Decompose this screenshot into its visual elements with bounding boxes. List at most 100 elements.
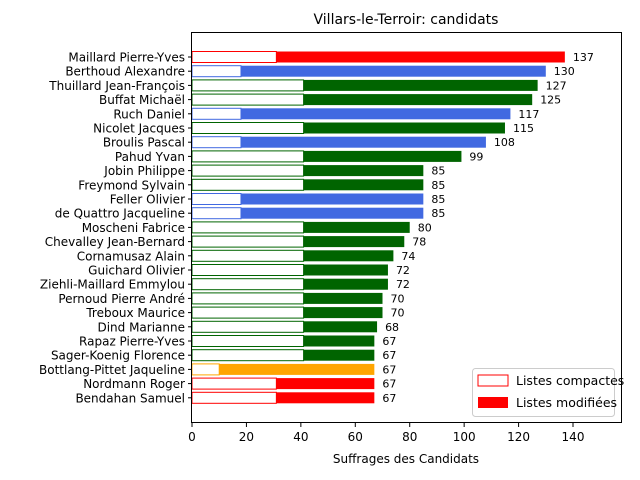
y-tick-label: Nicolet Jacques — [93, 122, 185, 136]
bar-modified — [303, 335, 375, 347]
x-tick-label: 60 — [348, 430, 363, 444]
y-tick-label: Freymond Sylvain — [78, 178, 185, 192]
data-label: 67 — [382, 335, 396, 348]
bar-modified — [303, 221, 410, 233]
bar-modified — [303, 150, 462, 162]
y-tick-label: Moscheni Fabrice — [82, 221, 185, 235]
bar-compact — [191, 349, 305, 362]
x-axis-label: Suffrages des Candidats — [333, 452, 479, 466]
y-tick-label: Broulis Pascal — [103, 136, 185, 150]
data-label: 99 — [469, 150, 483, 163]
x-tick-label: 80 — [402, 430, 417, 444]
bar-compact — [191, 193, 242, 205]
bar-compact — [191, 178, 305, 191]
bar-modified — [303, 94, 533, 106]
data-label: 67 — [382, 349, 396, 362]
bars-group: 1371301271251171151089985858585807874727… — [191, 51, 594, 405]
y-tick-label: Nordmann Roger — [83, 377, 185, 391]
data-label: 68 — [385, 321, 399, 334]
bar-compact — [191, 363, 220, 376]
bar-modified — [240, 108, 511, 120]
x-tick-label: 140 — [562, 430, 585, 444]
data-label: 67 — [382, 392, 396, 405]
data-label: 67 — [382, 363, 396, 376]
data-label: 115 — [513, 122, 534, 135]
chart-title: Villars-le-Terroir: candidats — [314, 12, 499, 28]
bar-compact — [191, 93, 305, 106]
y-tick-label: Jobin Philippe — [103, 164, 185, 178]
bar-modified — [303, 122, 505, 134]
bar-modified — [240, 207, 424, 219]
bar-compact — [191, 249, 305, 262]
data-label: 127 — [546, 79, 567, 92]
bar-modified — [303, 264, 388, 276]
bar-compact — [191, 164, 305, 177]
bar-compact — [191, 264, 305, 276]
bar-compact — [191, 335, 305, 347]
y-tick-label: Cornamusaz Alain — [77, 249, 185, 263]
bar-modified — [276, 378, 375, 390]
bar-modified — [303, 292, 383, 304]
bar-compact — [191, 292, 305, 305]
bar-compact — [191, 391, 277, 404]
x-tick-label: 100 — [453, 430, 476, 444]
bar-compact — [191, 51, 277, 63]
legend: Listes compactes Listes modifiées — [472, 368, 624, 417]
bar-modified — [240, 65, 546, 77]
bar-modified — [276, 392, 375, 404]
y-tick-label: Bendahan Samuel — [75, 391, 185, 405]
y-tick-label: Bottlang-Pittet Jaqueline — [39, 363, 185, 377]
y-tick-label: Ziehli-Maillard Emmylou — [40, 278, 185, 292]
y-tick-label: Chevalley Jean-Bernard — [45, 235, 185, 249]
data-label: 70 — [391, 292, 405, 305]
bar-modified — [303, 321, 378, 333]
y-tick-label: Sager-Koenig Florence — [51, 349, 185, 363]
plot-frame — [191, 32, 622, 423]
bar-modified — [240, 193, 424, 205]
bar-compact — [191, 377, 277, 390]
y-tick-label: de Quattro Jacqueline — [55, 207, 185, 221]
data-label: 85 — [431, 179, 445, 192]
bar-modified — [303, 179, 424, 191]
y-tick-label: Berthoud Alexandre — [65, 65, 185, 79]
bar-modified — [303, 307, 383, 319]
bar-modified — [303, 165, 424, 177]
data-label: 74 — [401, 250, 415, 263]
bar-compact — [191, 65, 242, 78]
y-tick-label: Buffat Michaël — [99, 93, 185, 107]
bar-modified — [303, 349, 375, 361]
data-label: 125 — [540, 94, 561, 107]
y-tick-label: Ruch Daniel — [113, 107, 185, 121]
y-tick-label: Dind Marianne — [97, 320, 185, 334]
data-label: 137 — [573, 51, 594, 64]
bar-compact — [191, 107, 242, 120]
bar-compact — [191, 150, 305, 163]
bar-modified — [276, 51, 565, 63]
y-tick-label: Guichard Olivier — [88, 264, 185, 278]
data-label: 117 — [518, 108, 539, 121]
y-tick-label: Pahud Yvan — [115, 150, 185, 164]
y-tick-label: Maillard Pierre-Yves — [68, 51, 185, 65]
data-label: 70 — [391, 307, 405, 320]
legend-label-modified: Listes modifiées — [516, 395, 617, 410]
data-label: 130 — [554, 65, 575, 78]
bar-modified — [303, 236, 405, 248]
legend-label-compact: Listes compactes — [516, 373, 624, 388]
bar-compact — [191, 278, 305, 291]
bar-modified — [303, 79, 538, 91]
x-tick-label: 20 — [239, 430, 254, 444]
data-label: 80 — [418, 221, 432, 234]
y-tick-label: Thuillard Jean-François — [48, 79, 185, 93]
data-label: 85 — [431, 193, 445, 206]
legend-swatch-compact — [477, 374, 509, 387]
bar-compact — [191, 79, 305, 92]
data-label: 72 — [396, 264, 410, 277]
y-tick-label: Rapaz Pierre-Yves — [79, 335, 185, 349]
y-tick-label: Feller Olivier — [110, 193, 185, 207]
bar-compact — [191, 320, 305, 333]
bar-compact — [191, 207, 242, 220]
bar-compact — [191, 221, 305, 234]
x-tick-label: 0 — [188, 430, 196, 444]
bar-modified — [219, 363, 375, 375]
